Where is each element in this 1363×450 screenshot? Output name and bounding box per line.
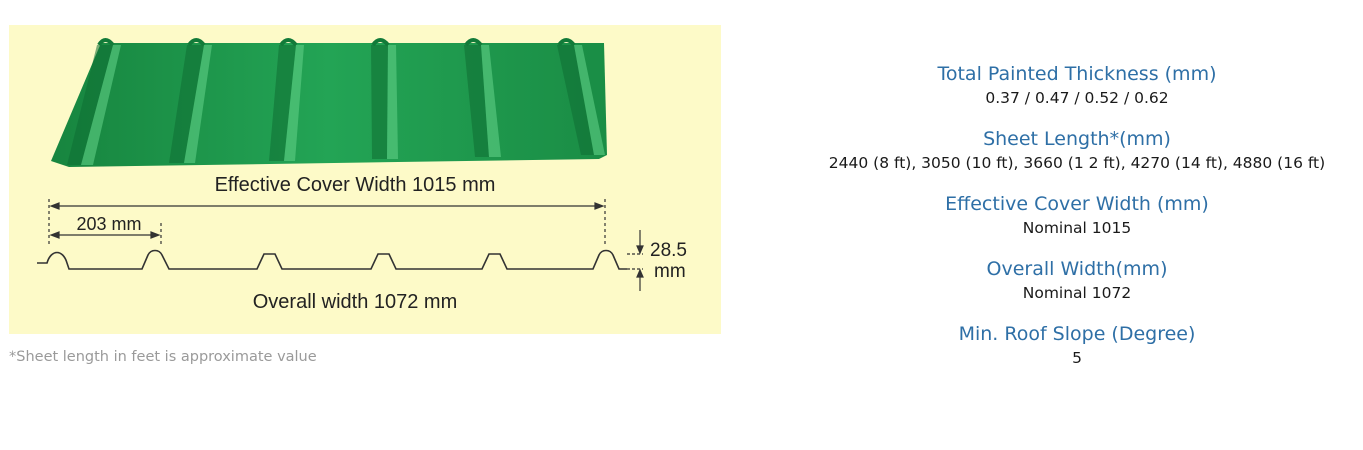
profile-outline: [37, 249, 627, 270]
spec-value: Nominal 1015: [1022, 219, 1132, 237]
spec-value: 5: [1072, 349, 1082, 367]
effective-width-label: Effective Cover Width 1015 mm: [215, 174, 496, 196]
spec-label: Total Painted Thickness (mm): [937, 63, 1217, 85]
roof-sheet-illustration: [51, 38, 607, 167]
sheet-length-footnote: *Sheet length in feet is approximate val…: [9, 349, 317, 365]
spec-label: Min. Roof Slope (Degree): [958, 323, 1196, 345]
roof-sheet-diagram: Effective Cover Width 1015 mm 203 mm: [9, 25, 721, 334]
spec-sheet-length: Sheet Length*(mm) 2440 (8 ft), 3050 (10 …: [791, 125, 1363, 173]
overall-width-label: Overall width 1072 mm: [253, 291, 458, 313]
spec-label: Overall Width(mm): [986, 258, 1168, 280]
height-value: 28.5: [650, 240, 687, 261]
spec-overall-width: Overall Width(mm) Nominal 1072: [791, 255, 1363, 303]
pitch-label: 203 mm: [76, 214, 141, 234]
spec-value: 0.37 / 0.47 / 0.52 / 0.62: [985, 89, 1169, 107]
height-unit: mm: [654, 261, 686, 282]
spec-roof-slope: Min. Roof Slope (Degree) 5: [791, 320, 1363, 368]
height-dimension: [627, 230, 644, 291]
spec-label: Effective Cover Width (mm): [945, 193, 1209, 215]
spec-label: Sheet Length*(mm): [983, 128, 1171, 150]
spec-effective-width: Effective Cover Width (mm) Nominal 1015: [791, 190, 1363, 238]
spec-value: Nominal 1072: [1022, 284, 1132, 302]
spec-value: 2440 (8 ft), 3050 (10 ft), 3660 (1 2 ft)…: [828, 154, 1326, 172]
effective-width-dimension: [48, 199, 606, 247]
spec-list: Total Painted Thickness (mm) 0.37 / 0.47…: [791, 60, 1363, 385]
pitch-dimension: [49, 223, 162, 247]
spec-thickness: Total Painted Thickness (mm) 0.37 / 0.47…: [791, 60, 1363, 108]
